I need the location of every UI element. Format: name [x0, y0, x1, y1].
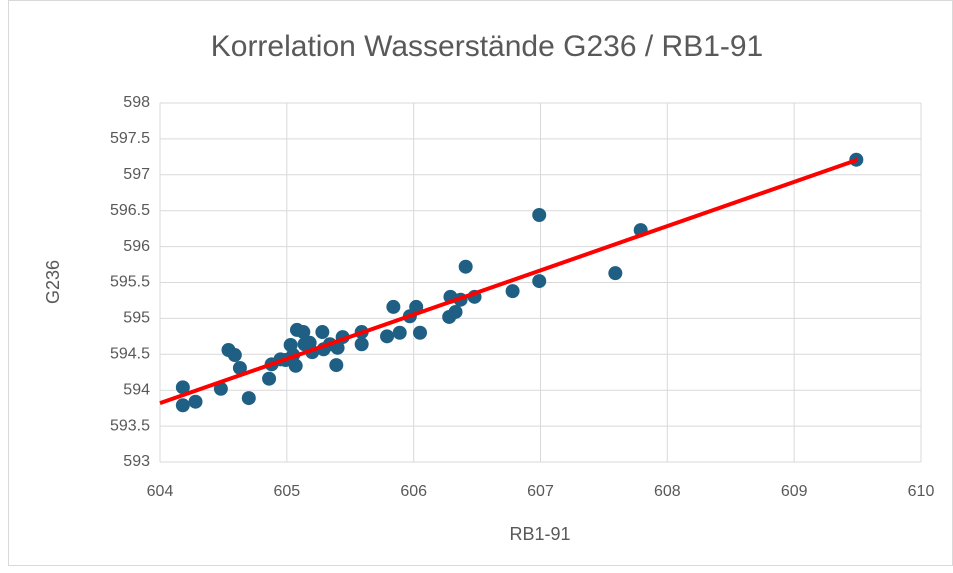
x-axis-label: RB1-91 [509, 524, 570, 544]
scatter-point [175, 380, 190, 395]
y-tick-label: 595 [123, 310, 150, 327]
x-tick-label: 604 [147, 483, 174, 500]
y-tick-label: 596 [123, 238, 150, 255]
y-tick-label: 593.5 [110, 417, 150, 434]
scatter-point [354, 337, 369, 352]
scatter-point [392, 325, 407, 340]
scatter-point [232, 360, 247, 375]
x-tick-label: 606 [400, 483, 427, 500]
scatter-point [608, 266, 623, 281]
scatter-point [505, 284, 520, 299]
y-tick-label: 596.5 [110, 202, 150, 219]
x-tick-label: 607 [527, 483, 554, 500]
scatter-point [175, 398, 190, 413]
scatter-point [532, 274, 547, 289]
x-tick-label: 610 [908, 483, 935, 500]
y-tick-label: 594 [123, 381, 150, 398]
scatter-point [413, 325, 428, 340]
scatter-point [315, 325, 330, 340]
scatter-point [288, 358, 303, 373]
scatter-point [227, 348, 242, 363]
scatter-point [532, 208, 547, 223]
scatter-point [296, 325, 311, 340]
scatter-point [213, 381, 228, 396]
scatter-point [188, 394, 203, 409]
scatter-point [262, 371, 277, 386]
scatter-point [241, 391, 256, 406]
scatter-point [380, 329, 395, 344]
scatter-point [386, 299, 401, 314]
scatter-point [329, 358, 344, 373]
y-tick-label: 597.5 [110, 130, 150, 147]
x-tick-label: 605 [273, 483, 300, 500]
y-tick-label: 594.5 [110, 346, 150, 363]
y-tick-label: 593 [123, 453, 150, 470]
x-tick-label: 609 [781, 483, 808, 500]
y-tick-label: 598 [123, 94, 150, 111]
x-tick-label: 608 [654, 483, 681, 500]
chart-title: Korrelation Wasserstände G236 / RB1-91 [211, 30, 764, 63]
trendline [159, 157, 859, 406]
scatter-point [448, 304, 463, 319]
y-tick-label: 597 [123, 166, 150, 183]
scatter-point [458, 259, 473, 274]
y-tick-label: 595.5 [110, 274, 150, 291]
y-axis-label: G236 [43, 260, 63, 304]
